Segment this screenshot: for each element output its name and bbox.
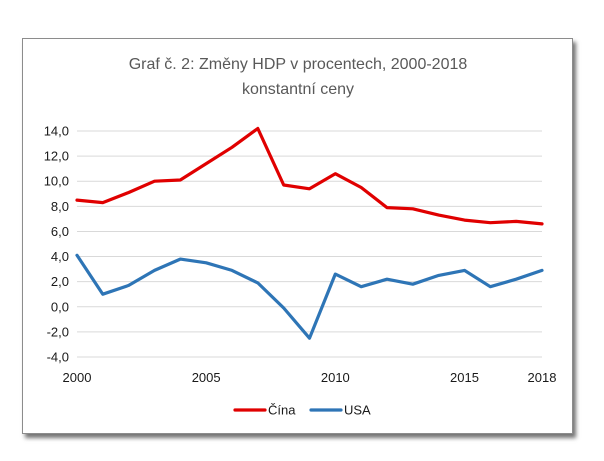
series-lines — [75, 126, 544, 340]
x-tick-label: 2010 — [321, 370, 350, 385]
legend-label: USA — [344, 403, 371, 418]
data-point — [230, 268, 234, 272]
data-point — [488, 221, 492, 225]
data-point — [437, 273, 441, 277]
data-point — [333, 172, 337, 176]
data-point — [514, 219, 518, 223]
data-point — [256, 281, 260, 285]
y-tick-label: 10,0 — [44, 174, 69, 189]
legend-label: Čína — [268, 403, 296, 418]
data-point — [463, 268, 467, 272]
data-point — [101, 292, 105, 296]
chart-title: Graf č. 2: Změny HDP v procentech, 2000-… — [129, 56, 468, 73]
data-point — [127, 191, 131, 195]
x-tick-label: 2018 — [528, 370, 557, 385]
data-point — [204, 261, 208, 265]
y-tick-label: -2,0 — [47, 324, 69, 339]
y-axis-ticks: -4,0 -2,0 0,0 2,0 4,0 6,0 8,0 10,0 12,0 14,0 — [44, 124, 69, 365]
data-point — [411, 282, 415, 286]
y-tick-label: 14,0 — [44, 124, 69, 139]
x-tick-label: 2005 — [192, 370, 221, 385]
data-point — [101, 201, 105, 205]
x-axis-ticks: 2000 2005 2010 2015 2018 — [63, 370, 557, 385]
data-point — [282, 183, 286, 187]
y-tick-label: 12,0 — [44, 149, 69, 164]
chart-frame: Graf č. 2: Změny HDP v procentech, 2000-… — [22, 38, 573, 434]
data-point — [178, 257, 182, 261]
data-point — [385, 206, 389, 210]
data-point — [385, 277, 389, 281]
data-point — [333, 272, 337, 276]
y-tick-label: 8,0 — [51, 199, 69, 214]
data-point — [308, 336, 312, 340]
y-tick-label: 6,0 — [51, 224, 69, 239]
data-point — [359, 285, 363, 289]
data-point — [75, 198, 79, 202]
data-point — [540, 268, 544, 272]
data-point — [230, 145, 234, 149]
series-line-cina — [75, 126, 544, 226]
gridlines — [77, 130, 542, 358]
data-point — [75, 253, 79, 257]
data-point — [437, 213, 441, 217]
data-point — [127, 283, 131, 287]
data-point — [204, 162, 208, 166]
data-point — [282, 306, 286, 310]
data-point — [308, 187, 312, 191]
line-chart: Graf č. 2: Změny HDP v procentech, 2000-… — [44, 56, 557, 418]
y-tick-label: 2,0 — [51, 274, 69, 289]
series-line-usa — [75, 253, 544, 340]
data-point — [514, 277, 518, 281]
data-point — [178, 178, 182, 182]
data-point — [359, 186, 363, 190]
data-point — [463, 218, 467, 222]
chart-subtitle: konstantní ceny — [242, 81, 354, 98]
y-tick-label: 0,0 — [51, 299, 69, 314]
data-point — [540, 222, 544, 226]
data-point — [153, 179, 157, 183]
x-tick-label: 2015 — [450, 370, 479, 385]
data-point — [488, 285, 492, 289]
data-point — [153, 268, 157, 272]
x-tick-label: 2000 — [63, 370, 92, 385]
data-point — [411, 207, 415, 211]
legend: Čína USA — [233, 403, 371, 418]
y-tick-label: 4,0 — [51, 249, 69, 264]
data-point — [256, 126, 260, 130]
y-tick-label: -4,0 — [47, 350, 69, 365]
